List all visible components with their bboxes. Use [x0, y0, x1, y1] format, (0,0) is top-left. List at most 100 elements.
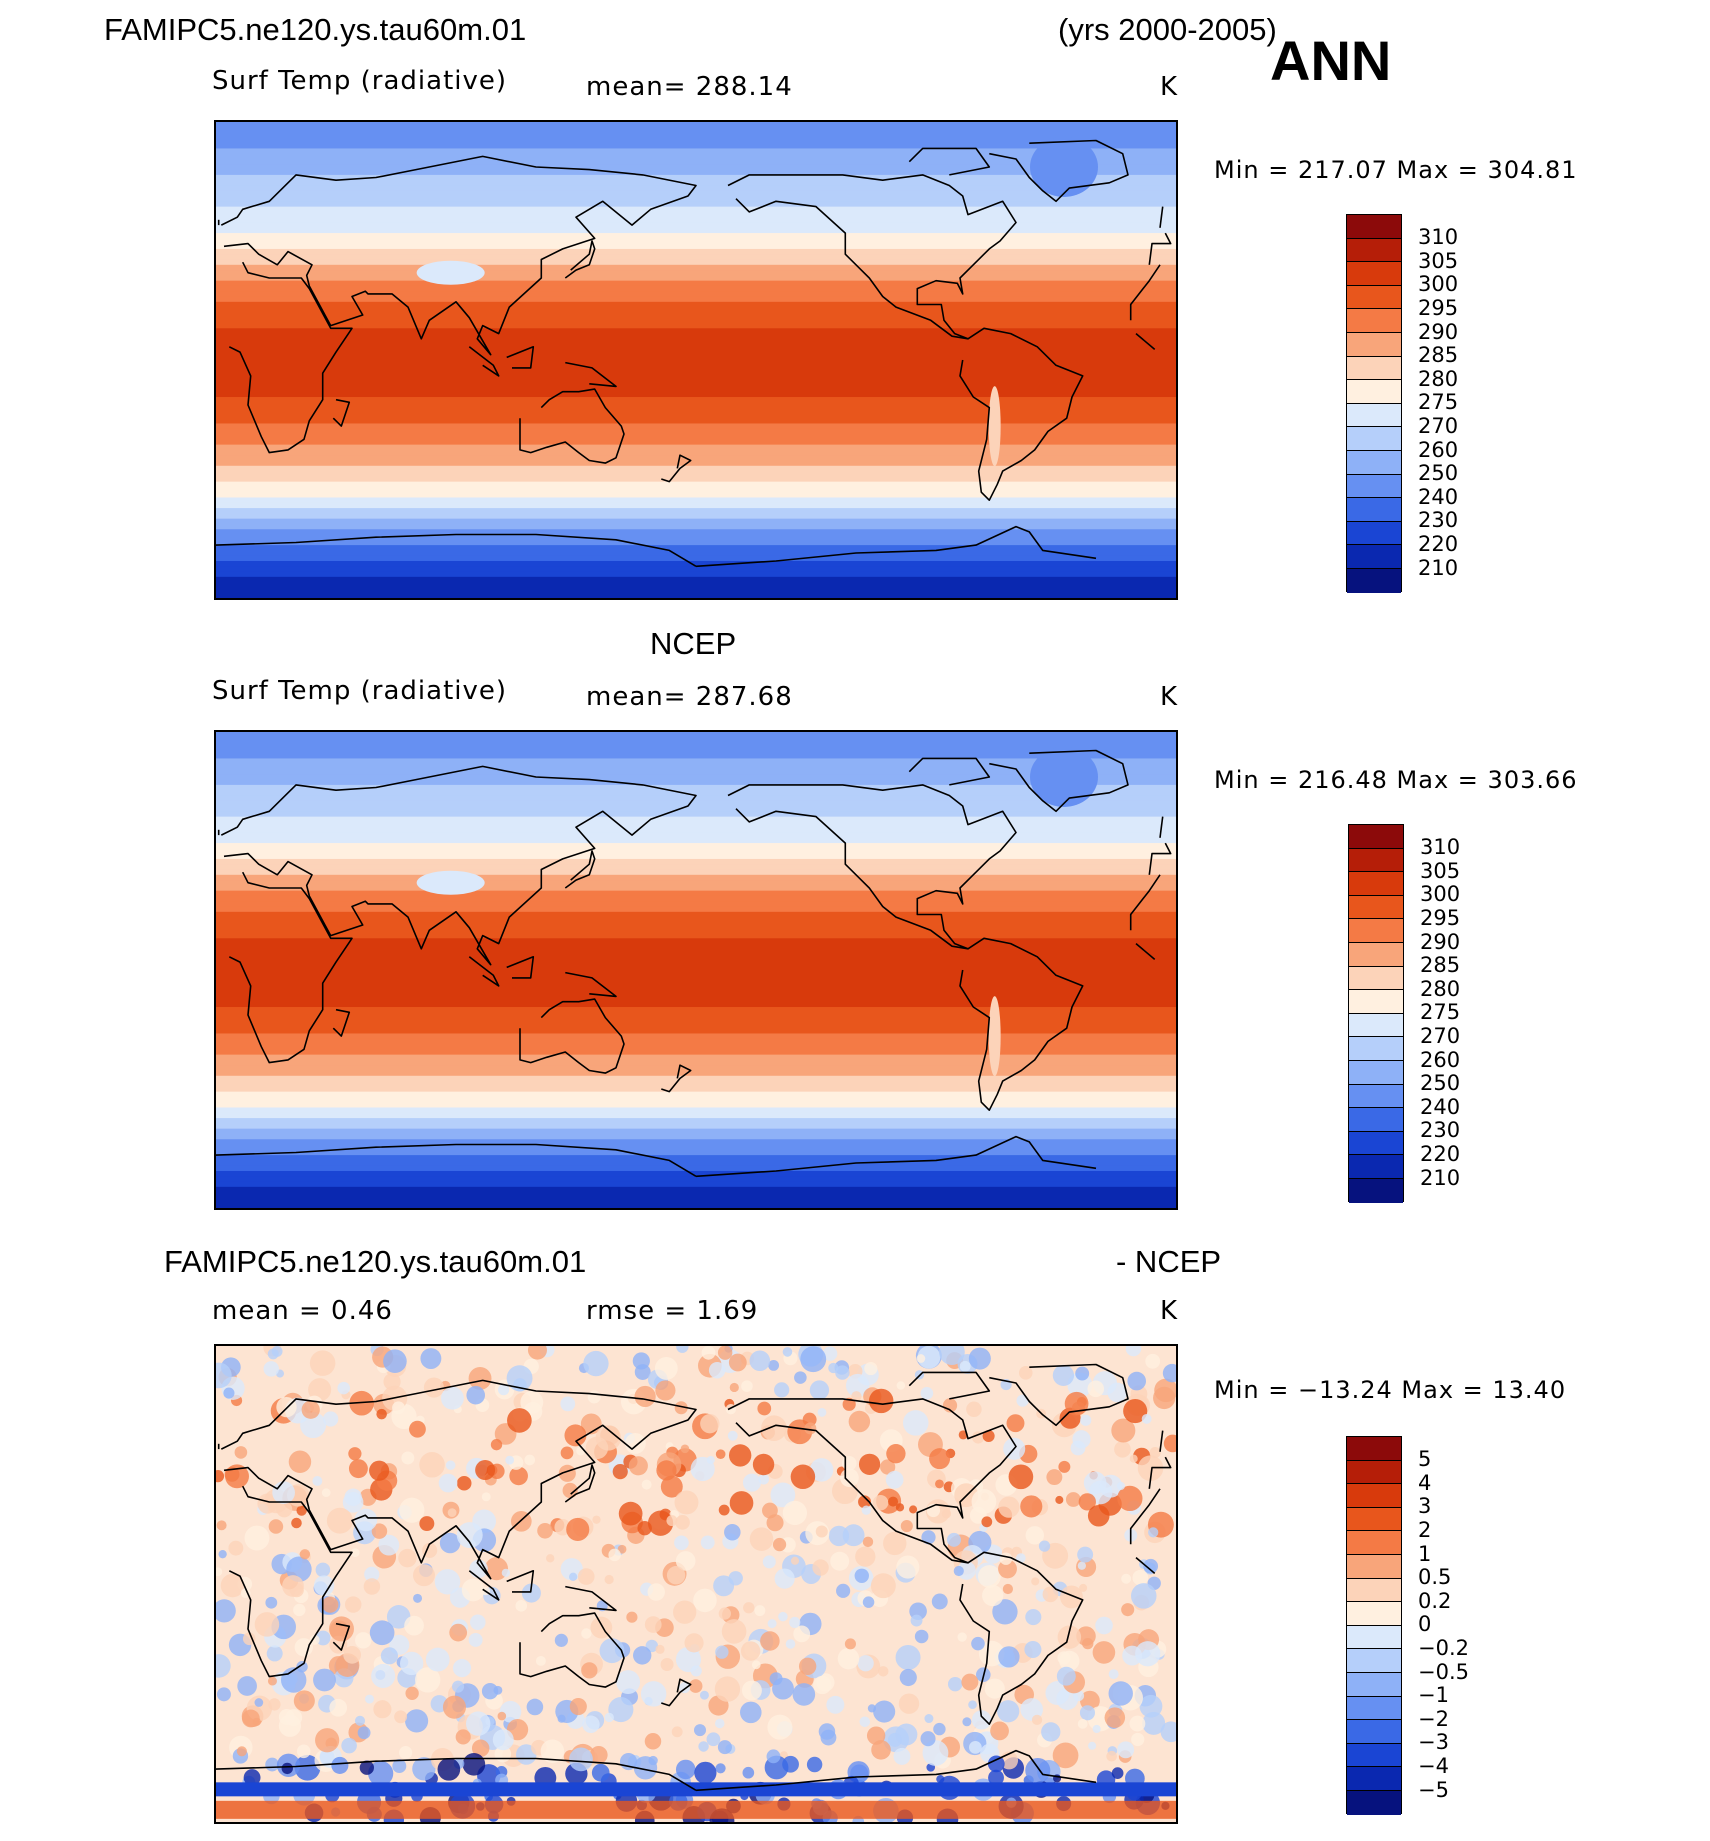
anomaly-blob	[1142, 1711, 1166, 1735]
anomaly-blob	[425, 1647, 450, 1672]
anomaly-blob	[359, 1760, 374, 1775]
anomaly-blob	[337, 1381, 350, 1395]
anomaly-blob	[1135, 1641, 1161, 1667]
antarctic-cold-band	[216, 1782, 1176, 1797]
years-label: (yrs 2000-2005)	[1058, 12, 1277, 47]
colorbar-swatch	[1349, 1178, 1403, 1203]
temperature-band	[216, 296, 1176, 303]
temperature-band	[216, 270, 1176, 276]
panel3-minmax: Min = −13.24 Max = 13.40	[1214, 1376, 1567, 1404]
colorbar-tick-label: 260	[1420, 1047, 1461, 1072]
anomaly-blob	[409, 1420, 426, 1438]
temperature-band	[216, 217, 1176, 223]
anomaly-blob	[498, 1384, 510, 1396]
colorbar-tick-label: −5	[1418, 1777, 1449, 1802]
colorbar-swatch	[1347, 521, 1401, 546]
anomaly-blob	[1127, 1371, 1147, 1391]
temperature-band	[216, 328, 1176, 335]
colorbar-tick-label: 290	[1420, 929, 1461, 954]
temperature-band	[216, 322, 1176, 329]
anomaly-blob	[700, 1413, 720, 1434]
coastline	[468, 1570, 500, 1601]
anomaly-blob	[680, 1444, 690, 1454]
anomaly-blob	[1129, 1715, 1146, 1732]
temperature-band	[216, 1049, 1176, 1056]
anomaly-blob	[296, 1744, 311, 1759]
anomaly-blob	[997, 1700, 1020, 1723]
anomaly-blob	[587, 1390, 601, 1404]
anomaly-blob	[447, 1508, 457, 1518]
coastline	[519, 1612, 625, 1688]
anomaly-blob	[718, 1607, 731, 1620]
anomaly-blob	[371, 1663, 396, 1689]
anomaly-blob	[468, 1632, 483, 1647]
anomaly-blob	[419, 1516, 435, 1532]
anomaly-blob	[438, 1473, 458, 1493]
anomaly-blob	[699, 1690, 709, 1700]
anomaly-blob	[1106, 1750, 1117, 1762]
temperature-band	[216, 508, 1176, 514]
anomaly-blob	[527, 1346, 547, 1360]
anomaly-blob	[861, 1505, 871, 1515]
anomaly-blob	[766, 1514, 784, 1532]
anomaly-blob	[315, 1630, 331, 1646]
temperature-band	[216, 943, 1176, 950]
coastline	[1148, 232, 1172, 265]
coastlines-1	[216, 139, 1172, 568]
anomaly-blob	[263, 1361, 279, 1377]
anomaly-blob	[741, 1380, 753, 1392]
anomaly-blob	[378, 1534, 400, 1556]
colorbar-swatch	[1349, 825, 1403, 849]
anomaly-blob	[1143, 1558, 1159, 1574]
anomaly-blob	[895, 1723, 918, 1746]
anomaly-blob	[673, 1600, 697, 1624]
temperature-band	[216, 196, 1176, 202]
temperature-band	[216, 975, 1176, 982]
colorbar-swatch	[1349, 1013, 1403, 1038]
colorbar-swatch	[1347, 1767, 1401, 1791]
temperature-band	[216, 980, 1176, 987]
anomaly-blob	[760, 1631, 780, 1651]
anomaly-blob	[475, 1460, 496, 1481]
temperature-band	[216, 375, 1176, 382]
anomaly-blob	[413, 1564, 435, 1587]
temperature-band	[216, 132, 1176, 139]
anomaly-blob	[896, 1381, 906, 1390]
anomaly-blob	[267, 1348, 279, 1360]
coastline	[564, 1464, 596, 1503]
anomaly-blob	[577, 1568, 595, 1585]
anomaly-blob	[848, 1410, 871, 1433]
anomaly-blob	[804, 1422, 817, 1435]
anomaly-blob	[898, 1693, 920, 1714]
anomaly-blob	[237, 1676, 257, 1696]
anomaly-blob	[862, 1596, 875, 1608]
colorbar-tick-label: 250	[1420, 1071, 1461, 1096]
anomaly-blob	[1078, 1493, 1096, 1511]
panel3-title-right: - NCEP	[1116, 1244, 1222, 1279]
anomaly-blob	[802, 1412, 817, 1427]
anomaly-blob	[1116, 1481, 1126, 1491]
anomaly-blob	[946, 1532, 961, 1547]
anomaly-blob	[743, 1602, 755, 1614]
temperature-band	[216, 471, 1176, 477]
coastlines-3	[216, 1363, 1172, 1792]
temperature-band	[216, 428, 1176, 435]
anomaly-blob	[546, 1554, 555, 1563]
anomaly-blob	[769, 1672, 783, 1686]
anomaly-blob	[323, 1411, 339, 1427]
temperature-band	[216, 1070, 1176, 1077]
anomaly-blob	[412, 1757, 436, 1781]
anomaly-blob	[855, 1546, 876, 1567]
anomaly-blob	[1077, 1718, 1088, 1729]
coastline	[1159, 1430, 1164, 1452]
colorbar-tick-label: −3	[1418, 1730, 1449, 1755]
anomaly-blob	[585, 1436, 609, 1460]
anomaly-blob	[671, 1726, 683, 1738]
temperature-band	[216, 1202, 1176, 1208]
colorbar-swatch	[1349, 1084, 1403, 1109]
anomaly-blob	[870, 1573, 896, 1599]
temperature-band	[216, 779, 1176, 786]
anomaly-blob	[439, 1532, 461, 1554]
anomaly-blob	[1058, 1460, 1071, 1473]
anomaly-blob	[910, 1614, 923, 1627]
